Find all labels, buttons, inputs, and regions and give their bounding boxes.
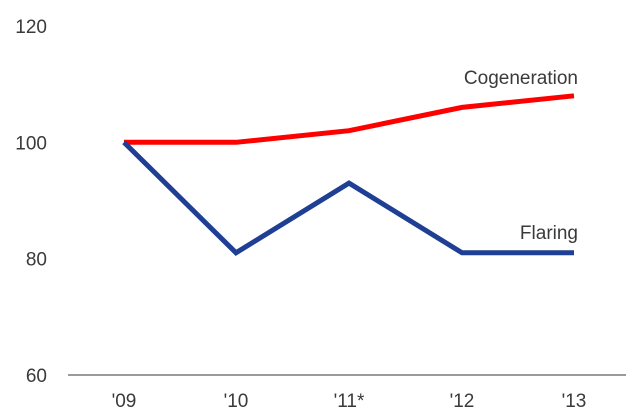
x-axis: '09 '10 '11* '12 '13 <box>112 391 587 412</box>
series-label-cogeneration: Cogeneration <box>464 68 578 89</box>
series-label-flaring: Flaring <box>520 223 578 244</box>
x-tick-label: '12 <box>450 391 475 412</box>
x-tick-label: '10 <box>224 391 249 412</box>
x-tick-label: '13 <box>562 391 587 412</box>
y-tick-label: 120 <box>15 17 47 38</box>
y-axis: 60 80 100 120 <box>15 17 47 387</box>
x-tick-label: '09 <box>112 391 137 412</box>
series-line-flaring <box>122 140 574 256</box>
x-tick-label: '11* <box>334 391 365 412</box>
series-labels: Cogeneration Flaring <box>464 68 578 244</box>
y-tick-label: 100 <box>15 133 47 154</box>
series-lines <box>122 93 575 256</box>
y-tick-label: 60 <box>26 366 47 387</box>
series-line-cogeneration <box>124 93 575 145</box>
y-tick-label: 80 <box>26 250 47 271</box>
